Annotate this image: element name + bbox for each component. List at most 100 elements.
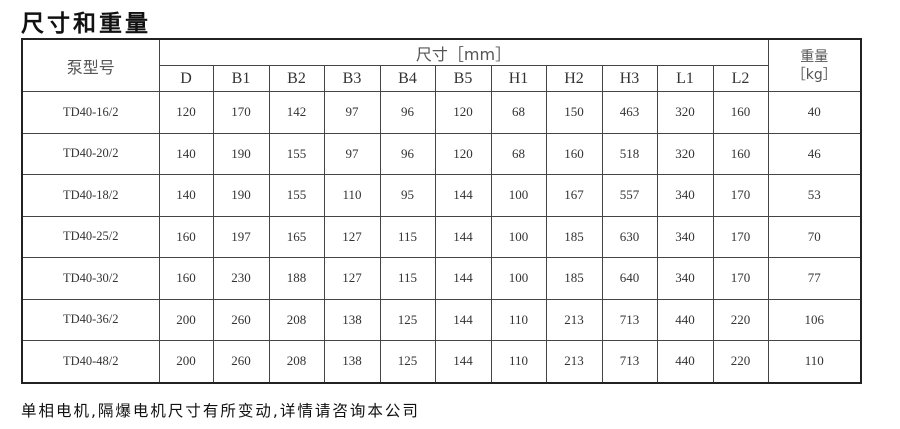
dimension-cell: 144 — [434, 340, 492, 383]
dimension-cell: 144 — [434, 298, 492, 341]
dimension-cell: 340 — [656, 215, 714, 258]
dimension-cell: 100 — [490, 257, 547, 300]
dimension-cell: 125 — [379, 340, 436, 383]
column-header-b3: B3 — [323, 65, 381, 92]
weight-header-label: 重量 — [800, 48, 829, 65]
dimension-cell: 110 — [490, 340, 547, 383]
dimension-cell: 96 — [379, 132, 436, 175]
model-cell: TD40-18/2 — [21, 174, 160, 217]
dimension-cell: 320 — [656, 91, 714, 134]
dimension-cell: 120 — [158, 91, 214, 134]
dimension-cell: 197 — [212, 215, 270, 258]
dimension-cell: 170 — [712, 215, 769, 258]
dimension-cell: 230 — [212, 257, 270, 300]
column-header-h3: H3 — [601, 65, 658, 92]
dimension-cell: 68 — [490, 132, 547, 175]
dimension-cell: 115 — [379, 257, 436, 300]
dimension-cell: 160 — [712, 91, 769, 134]
table-row: TD40-30/2 160 230 188 127 115 144 100 185 640 340 1… — [21, 257, 862, 300]
dimension-cell: 96 — [379, 91, 436, 134]
column-header-l2: L2 — [712, 65, 769, 92]
model-cell: TD40-36/2 — [21, 298, 160, 341]
dimension-cell: 208 — [268, 298, 325, 341]
footnote: 单相电机,隔爆电机尺寸有所变动,详情请咨询本公司 — [21, 402, 420, 420]
weight-cell: 53 — [767, 174, 862, 217]
dimension-cell: 557 — [601, 174, 658, 217]
dimension-cell: 188 — [268, 257, 325, 300]
dimension-cell: 95 — [379, 174, 436, 217]
column-header-b2: B2 — [268, 65, 325, 92]
dimension-cell: 97 — [323, 91, 381, 134]
page-title: 尺寸和重量 — [21, 11, 151, 37]
dimension-cell: 144 — [434, 215, 492, 258]
model-cell: TD40-25/2 — [21, 215, 160, 258]
dimension-cell: 713 — [601, 298, 658, 341]
dimension-cell: 115 — [379, 215, 436, 258]
dimension-cell: 190 — [212, 132, 270, 175]
model-cell: TD40-20/2 — [21, 132, 160, 175]
dimension-cell: 213 — [545, 298, 603, 341]
model-cell: TD40-48/2 — [21, 340, 160, 383]
dimension-cell: 110 — [490, 298, 547, 341]
weight-cell: 106 — [767, 298, 862, 341]
model-cell: TD40-16/2 — [21, 91, 160, 134]
dimension-cell: 120 — [434, 132, 492, 175]
dimension-cell: 144 — [434, 174, 492, 217]
dimensions-weight-table: 泵型号 尺寸［mm］ 重量 ［kg］ D B1 B2 B3 B4 B5 H1 H2 H3 L1 L2… — [21, 38, 862, 384]
column-header-h1: H1 — [490, 65, 547, 92]
dimension-cell: 170 — [712, 257, 769, 300]
column-header-b5: B5 — [434, 65, 492, 92]
dimension-cell: 713 — [601, 340, 658, 383]
dimension-cell: 170 — [212, 91, 270, 134]
dimension-cell: 97 — [323, 132, 381, 175]
dimension-cell: 220 — [712, 298, 769, 341]
dimension-cell: 125 — [379, 298, 436, 341]
dimension-cell: 127 — [323, 215, 381, 258]
dimension-cell: 440 — [656, 298, 714, 341]
dimension-cell: 100 — [490, 174, 547, 217]
weight-cell: 40 — [767, 91, 862, 134]
dimension-cell: 440 — [656, 340, 714, 383]
dimension-cell: 630 — [601, 215, 658, 258]
dimension-cell: 127 — [323, 257, 381, 300]
dimension-header: 尺寸［mm］ — [158, 38, 769, 66]
weight-cell: 70 — [767, 215, 862, 258]
dimension-cell: 160 — [545, 132, 603, 175]
dimension-cell: 120 — [434, 91, 492, 134]
dimension-cell: 160 — [712, 132, 769, 175]
column-header-d: D — [158, 65, 214, 92]
column-header-l1: L1 — [656, 65, 714, 92]
dimension-cell: 160 — [158, 215, 214, 258]
dimension-cell: 190 — [212, 174, 270, 217]
dimension-cell: 200 — [158, 340, 214, 383]
dimension-cell: 463 — [601, 91, 658, 134]
weight-cell: 110 — [767, 340, 862, 383]
dimension-cell: 340 — [656, 174, 714, 217]
dimension-cell: 100 — [490, 215, 547, 258]
dimension-cell: 68 — [490, 91, 547, 134]
dimension-cell: 138 — [323, 298, 381, 341]
dimension-cell: 167 — [545, 174, 603, 217]
weight-cell: 46 — [767, 132, 862, 175]
dimension-cell: 320 — [656, 132, 714, 175]
dimension-cell: 155 — [268, 132, 325, 175]
table-row: TD40-18/2 140 190 155 110 95 144 100 167 557 340 17… — [21, 174, 862, 217]
table-row: TD40-20/2 140 190 155 97 96 120 68 160 518 320 160 4… — [21, 132, 862, 175]
table-row: TD40-16/2 120 170 142 97 96 120 68 150 463 320 160 4… — [21, 91, 862, 134]
dimension-cell: 155 — [268, 174, 325, 217]
dimension-cell: 140 — [158, 132, 214, 175]
dimension-cell: 110 — [323, 174, 381, 217]
weight-header: 重量 ［kg］ — [767, 38, 862, 92]
weight-cell: 77 — [767, 257, 862, 300]
dimension-cell: 200 — [158, 298, 214, 341]
dimension-cell: 260 — [212, 298, 270, 341]
dimension-cell: 138 — [323, 340, 381, 383]
dimension-cell: 208 — [268, 340, 325, 383]
dimension-cell: 518 — [601, 132, 658, 175]
column-header-b1: B1 — [212, 65, 270, 92]
dimension-cell: 144 — [434, 257, 492, 300]
dimension-cell: 185 — [545, 257, 603, 300]
dimension-cell: 185 — [545, 215, 603, 258]
dimension-cell: 640 — [601, 257, 658, 300]
dimension-cell: 140 — [158, 174, 214, 217]
